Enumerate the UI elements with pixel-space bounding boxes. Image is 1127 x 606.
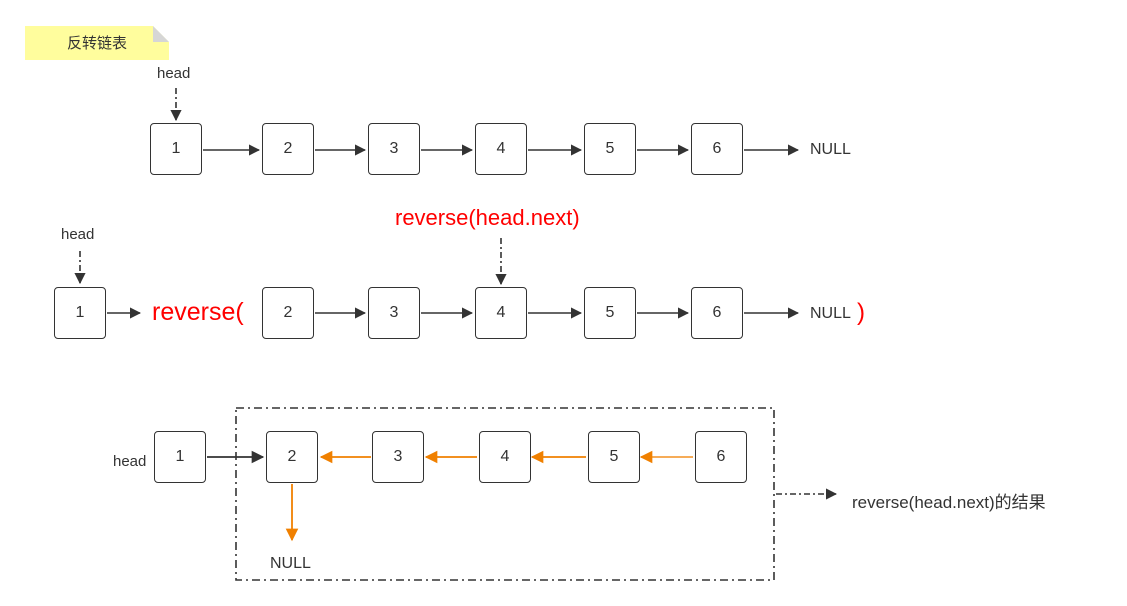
row3-null-label: NULL — [270, 555, 311, 572]
row1-node: 1 — [150, 123, 202, 175]
row1-node: 4 — [475, 123, 527, 175]
row2-node: 5 — [584, 287, 636, 339]
row2-node: 2 — [262, 287, 314, 339]
row3-node: 6 — [695, 431, 747, 483]
row2-null-label: NULL — [810, 305, 851, 322]
row2-reverse-pointer-label: reverse(head.next) — [395, 205, 580, 230]
row1-node: 3 — [368, 123, 420, 175]
row1-node: 6 — [691, 123, 743, 175]
row1-head-label: head — [157, 65, 191, 82]
row3-node: 2 — [266, 431, 318, 483]
row3-node: 3 — [372, 431, 424, 483]
row2-call-open: reverse( — [152, 298, 244, 326]
row2-node: 3 — [368, 287, 420, 339]
row2-node: 4 — [475, 287, 527, 339]
row2-head-label: head — [61, 226, 95, 243]
title-note-text: 反转链表 — [66, 34, 127, 52]
row1-node: 5 — [584, 123, 636, 175]
row3-links — [207, 450, 838, 542]
title-note-shape — [25, 26, 169, 60]
row2-node: 6 — [691, 287, 743, 339]
result-label: reverse(head.next)的结果 — [852, 493, 1046, 512]
row2-node: 1 — [54, 287, 106, 339]
row2-links — [74, 238, 800, 319]
row1-null-label: NULL — [810, 141, 851, 158]
row1-node: 2 — [262, 123, 314, 175]
row3-node: 1 — [154, 431, 206, 483]
row3-head-label: head — [113, 453, 147, 470]
reversed-sublist-frame — [235, 407, 775, 581]
row3-node: 4 — [479, 431, 531, 483]
row3-node: 5 — [588, 431, 640, 483]
row1-links — [170, 88, 800, 156]
row2-call-close: ) — [857, 299, 865, 326]
title-note: 反转链表 — [25, 26, 169, 60]
